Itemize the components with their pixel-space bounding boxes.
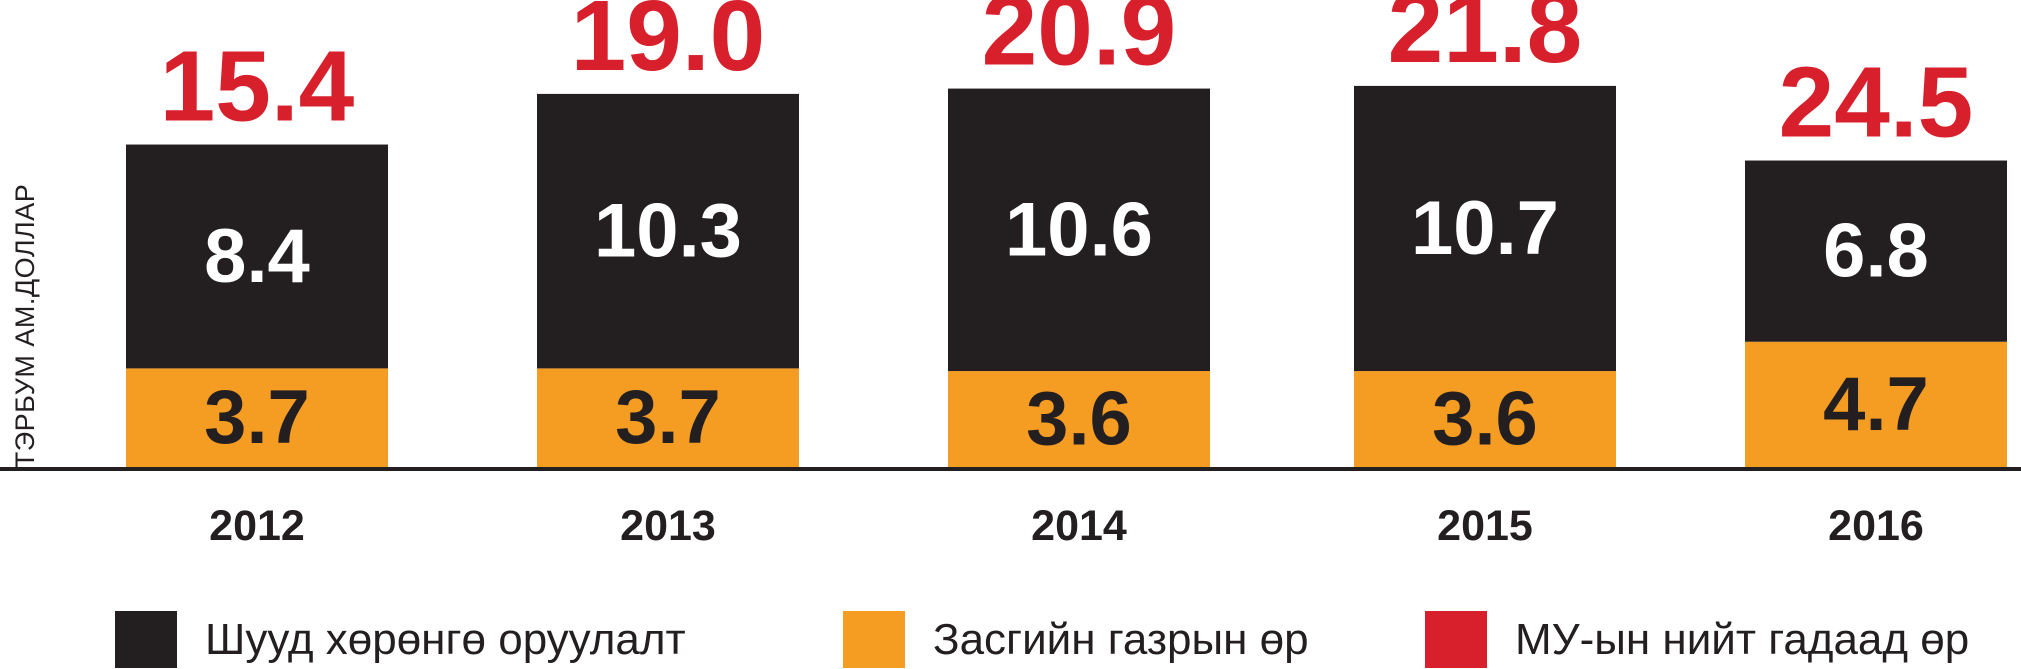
legend-swatch-total-external-debt (1425, 611, 1487, 668)
x-tick-label-2016: 2016 (1828, 502, 1924, 550)
value-label-government-debt-2014: 3.6 (1026, 377, 1132, 462)
value-label-government-debt-2016: 4.7 (1823, 362, 1929, 447)
value-label-fdi-2013: 10.3 (594, 189, 742, 274)
legend-swatch-fdi (115, 611, 177, 668)
value-label-government-debt-2015: 3.6 (1432, 377, 1538, 462)
bar-government-debt-2016 (1745, 341, 2007, 467)
x-tick-label-2014: 2014 (1031, 502, 1127, 550)
bar-government-debt-2012 (126, 368, 388, 467)
bar-government-debt-2014 (948, 371, 1210, 467)
bar-fdi-2013 (537, 93, 799, 369)
x-tick-label-2015: 2015 (1437, 502, 1533, 550)
x-tick-label-2013: 2013 (620, 502, 716, 550)
bar-fdi-2016 (1745, 160, 2007, 342)
bar-government-debt-2015 (1354, 371, 1616, 467)
value-label-government-debt-2013: 3.7 (615, 375, 721, 460)
legend-item-government-debt: Засгийн газрын өр (843, 610, 1309, 669)
bar-government-debt-2013 (537, 368, 799, 467)
value-label-government-debt-2012: 3.7 (204, 375, 310, 460)
total-label-2016: 24.5 (1779, 47, 1974, 159)
legend-item-total-external-debt: МУ-ын нийт гадаад өр (1425, 610, 1969, 669)
y-axis-label: ТЭРБУМ АМ.ДОЛЛАР (10, 183, 40, 469)
value-label-fdi-2015: 10.7 (1411, 186, 1559, 271)
legend-swatch-government-debt (843, 611, 905, 668)
total-label-2013: 19.0 (571, 0, 766, 92)
x-tick-label-2012: 2012 (209, 502, 305, 550)
bar-fdi-2015 (1354, 85, 1616, 372)
bar-fdi-2012 (126, 144, 388, 369)
legend-item-fdi: Шууд хөрөнгө оруулалт (115, 610, 686, 669)
legend-label-fdi: Шууд хөрөнгө оруулалт (205, 614, 686, 664)
legend-label-government-debt: Засгийн газрын өр (933, 614, 1309, 664)
value-label-fdi-2014: 10.6 (1005, 187, 1153, 272)
total-label-2015: 21.8 (1388, 0, 1583, 84)
legend: Шууд хөрөнгө оруулалт Засгийн газрын өр … (0, 610, 2021, 669)
value-label-fdi-2012: 8.4 (204, 214, 310, 299)
total-label-2014: 20.9 (982, 0, 1177, 87)
value-label-fdi-2016: 6.8 (1823, 209, 1929, 294)
bar-fdi-2014 (948, 88, 1210, 372)
total-label-2012: 15.4 (160, 31, 355, 143)
legend-label-total-external-debt: МУ-ын нийт гадаад өр (1515, 614, 1970, 664)
